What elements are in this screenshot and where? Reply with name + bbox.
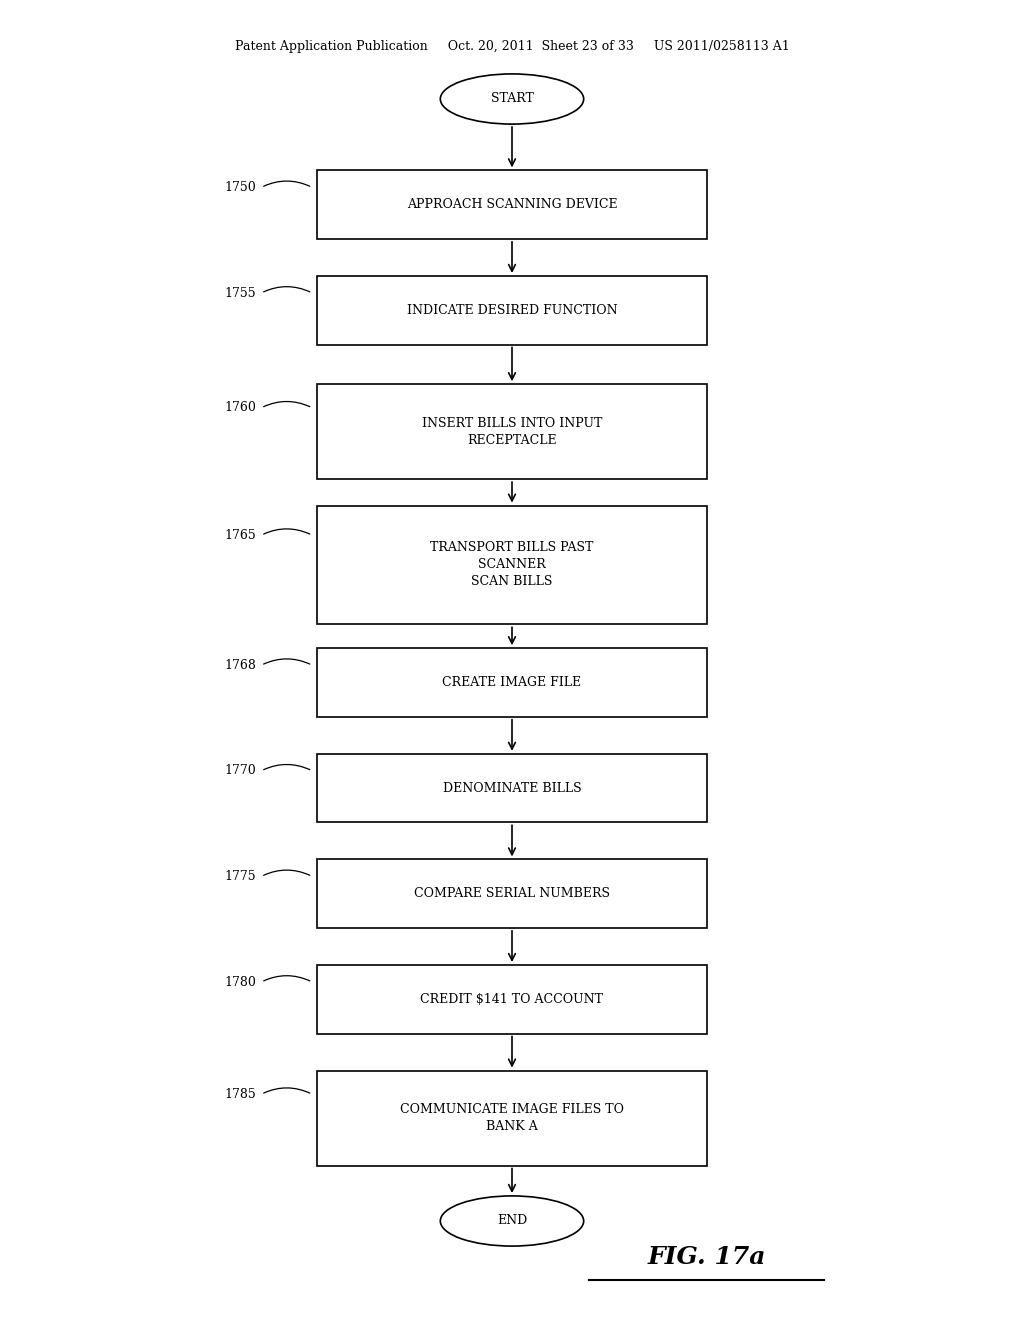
Ellipse shape (440, 1196, 584, 1246)
Text: END: END (497, 1214, 527, 1228)
Ellipse shape (440, 74, 584, 124)
Bar (317, 170, 707, 239)
Text: 1755: 1755 (224, 286, 256, 300)
Text: 1785: 1785 (224, 1088, 256, 1101)
Bar (317, 754, 707, 822)
Bar (317, 859, 707, 928)
Text: TRANSPORT BILLS PAST
SCANNER
SCAN BILLS: TRANSPORT BILLS PAST SCANNER SCAN BILLS (430, 541, 594, 589)
Text: APPROACH SCANNING DEVICE: APPROACH SCANNING DEVICE (407, 198, 617, 211)
Text: CREDIT $141 TO ACCOUNT: CREDIT $141 TO ACCOUNT (421, 993, 603, 1006)
Bar (317, 648, 707, 717)
Bar (317, 1071, 707, 1166)
Bar (317, 384, 707, 479)
Text: 1750: 1750 (224, 181, 256, 194)
Text: FIG. 17a: FIG. 17a (647, 1245, 766, 1269)
Text: CREATE IMAGE FILE: CREATE IMAGE FILE (442, 676, 582, 689)
Text: COMMUNICATE IMAGE FILES TO
BANK A: COMMUNICATE IMAGE FILES TO BANK A (400, 1104, 624, 1133)
Text: START: START (490, 92, 534, 106)
Text: Patent Application Publication     Oct. 20, 2011  Sheet 23 of 33     US 2011/025: Patent Application Publication Oct. 20, … (234, 40, 790, 53)
Text: 1765: 1765 (224, 529, 256, 541)
Bar (317, 276, 707, 345)
Bar (317, 965, 707, 1034)
Text: DENOMINATE BILLS: DENOMINATE BILLS (442, 781, 582, 795)
Text: 1775: 1775 (224, 870, 256, 883)
Bar (317, 506, 707, 624)
Text: 1768: 1768 (224, 659, 256, 672)
Text: 1780: 1780 (224, 975, 256, 989)
Text: COMPARE SERIAL NUMBERS: COMPARE SERIAL NUMBERS (414, 887, 610, 900)
Text: 1760: 1760 (224, 401, 256, 414)
Text: 1770: 1770 (224, 764, 256, 777)
Text: INDICATE DESIRED FUNCTION: INDICATE DESIRED FUNCTION (407, 304, 617, 317)
Text: INSERT BILLS INTO INPUT
RECEPTACLE: INSERT BILLS INTO INPUT RECEPTACLE (422, 417, 602, 446)
